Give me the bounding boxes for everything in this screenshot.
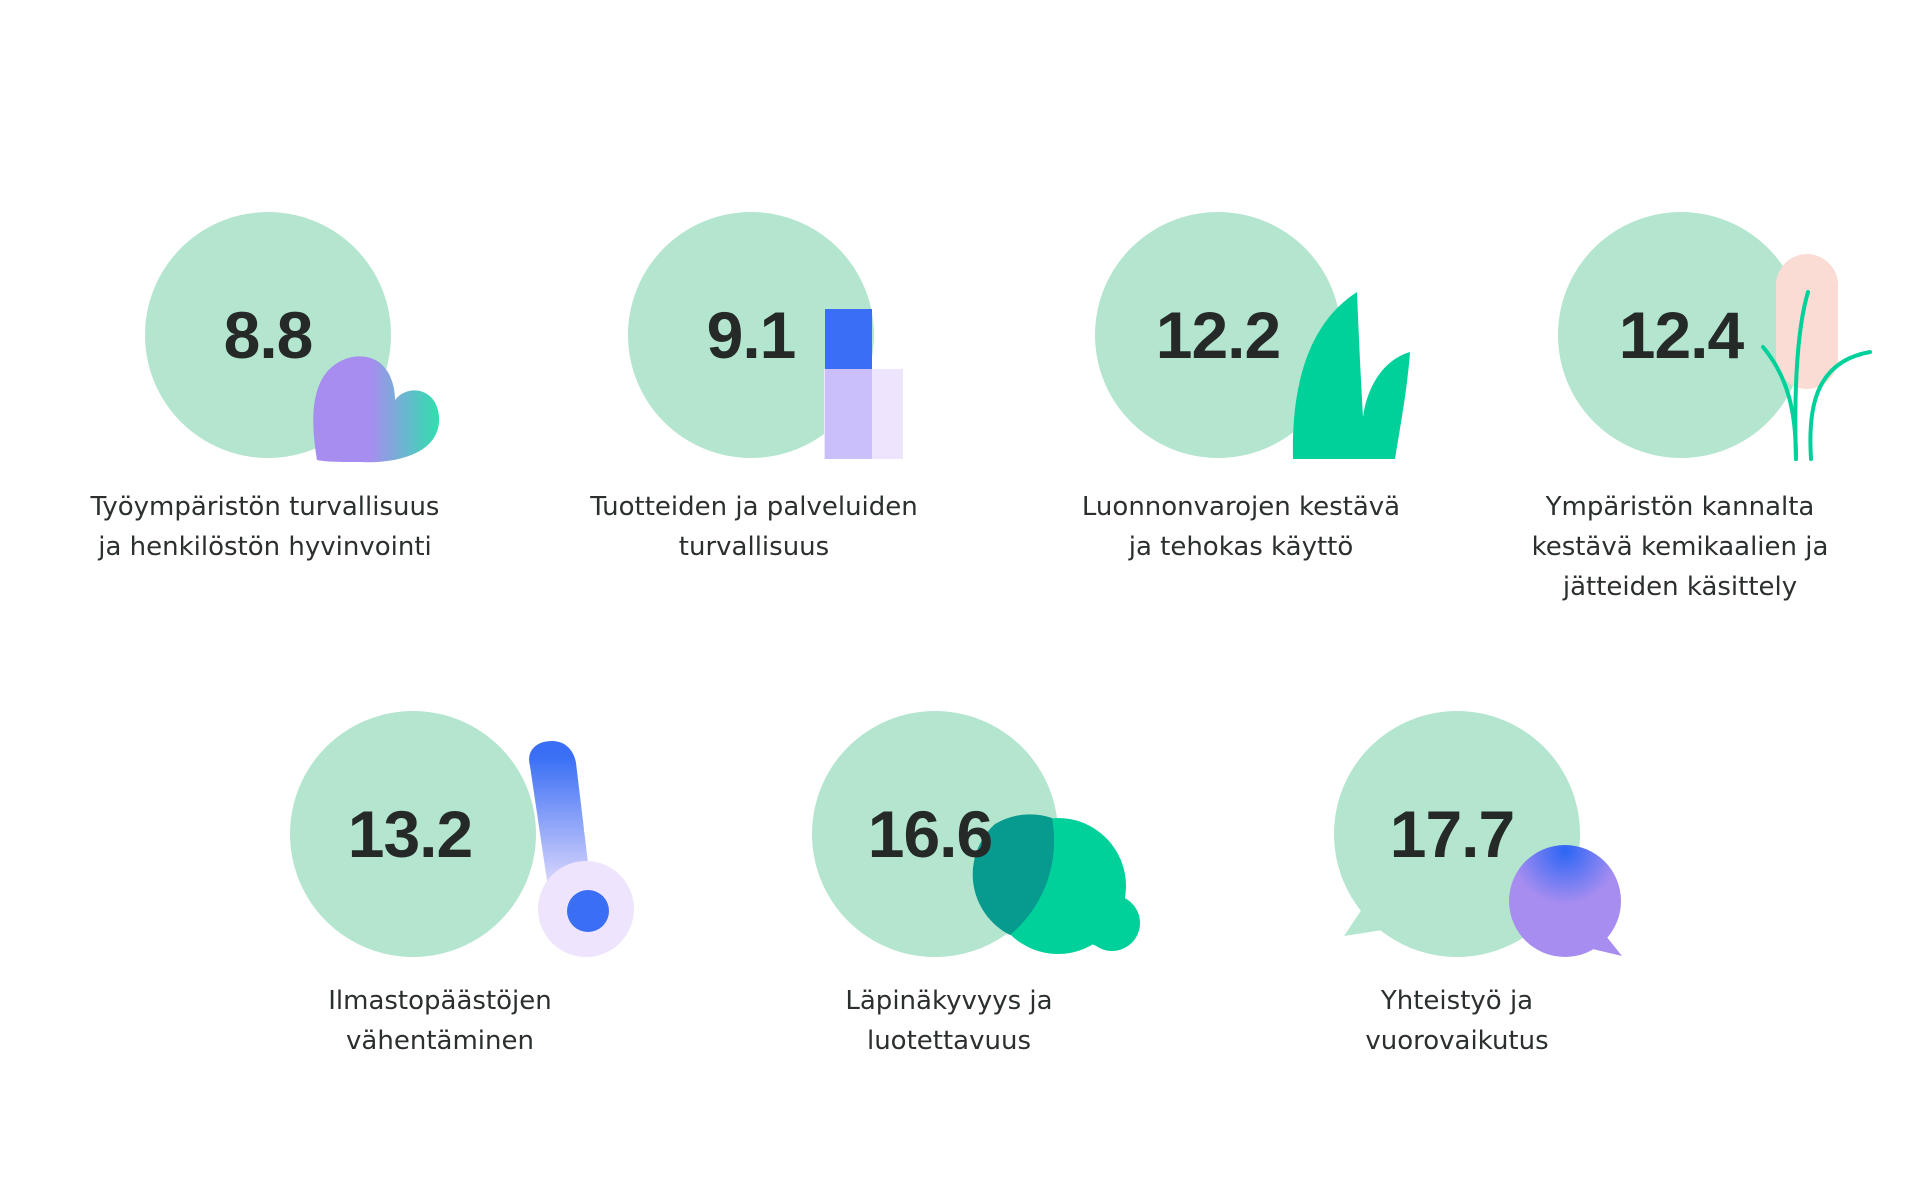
plant-icon bbox=[1558, 212, 1872, 461]
item-label: Työympäristön turvallisuus ja henkilöstö… bbox=[90, 492, 440, 562]
score-value: 17.7 bbox=[1389, 797, 1515, 871]
score-value: 9.1 bbox=[706, 298, 797, 372]
score-item: 16.6 Läpinäkyvyys ja luotettavuus bbox=[812, 711, 1332, 1171]
item-label: Läpinäkyvyys ja luotettavuus bbox=[845, 986, 1053, 1056]
score-item: 9.1 Tuotteiden ja palveluiden turvallisu… bbox=[590, 212, 1148, 672]
thermometer-icon bbox=[290, 711, 634, 957]
item-label: Yhteistyö ja vuorovaikutus bbox=[1365, 986, 1549, 1056]
leaf-icon bbox=[1095, 212, 1410, 459]
score-value: 16.6 bbox=[867, 797, 993, 871]
product-icon bbox=[628, 212, 903, 459]
score-item: 17.7 Yhteistyö ja vuorovaikutus bbox=[1334, 711, 1854, 1171]
score-value: 13.2 bbox=[347, 797, 473, 871]
speech-bubble-icon bbox=[1334, 711, 1622, 957]
score-item: 12.4 Ympäristön kannalta kestävä kemikaa… bbox=[1532, 212, 1921, 672]
item-label: Ilmastopäästöjen vähentäminen bbox=[328, 986, 552, 1056]
item-label: Tuotteiden ja palveluiden turvallisuus bbox=[590, 492, 918, 562]
score-value: 12.4 bbox=[1618, 298, 1744, 372]
score-item: 8.8 Työympäristön turvallisuus ja henkil… bbox=[91, 212, 665, 672]
heart-icon bbox=[145, 212, 440, 463]
score-item: 13.2 Ilmastopäästöjen vähentäminen bbox=[290, 711, 810, 1171]
score-value: 12.2 bbox=[1155, 298, 1281, 372]
score-value: 8.8 bbox=[223, 298, 314, 372]
item-label: Luonnonvarojen kestävä ja tehokas käyttö bbox=[1081, 492, 1401, 562]
bubbles-icon bbox=[812, 711, 1140, 957]
score-item: 12.2 Luonnonvarojen kestävä ja tehokas k… bbox=[1082, 212, 1615, 672]
item-label: Ympäristön kannalta kestävä kemikaalien … bbox=[1531, 492, 1829, 602]
